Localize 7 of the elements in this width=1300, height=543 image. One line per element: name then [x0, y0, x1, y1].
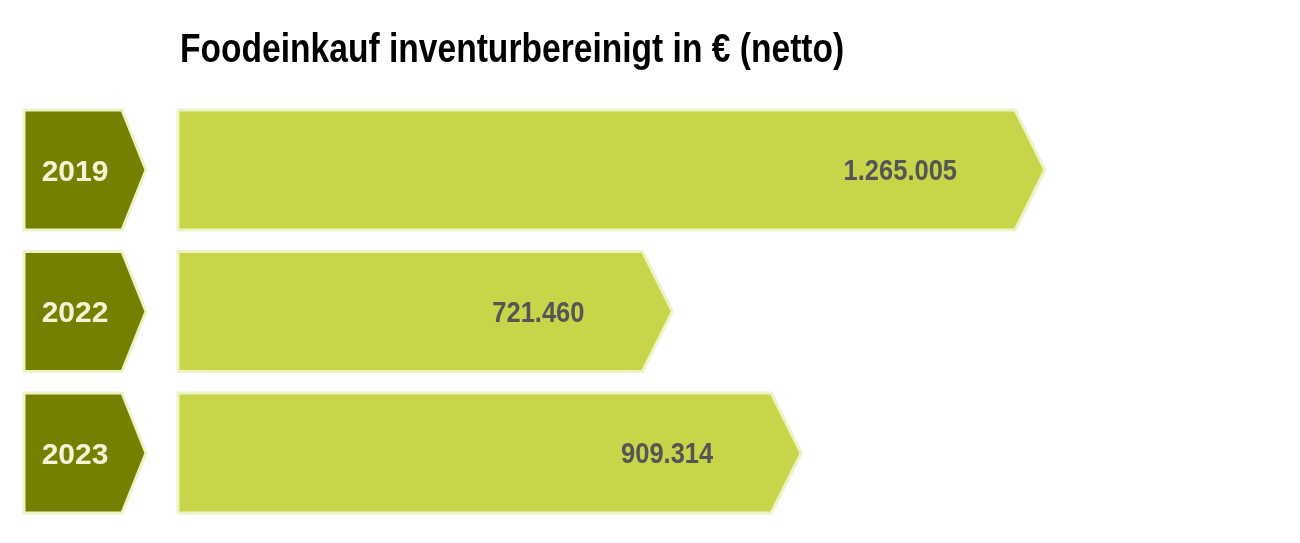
data-label: 909.314 [621, 436, 714, 470]
y-tick-label: 2019 [41, 153, 109, 187]
data-label: 721.460 [492, 295, 585, 329]
y-tick-label: 2023 [41, 436, 109, 470]
data-label: 1.265.005 [843, 153, 957, 187]
y-tick-label: 2022 [41, 295, 109, 328]
chart-title: Foodeinkauf inventurbereinigt in € (netto) [180, 26, 845, 71]
